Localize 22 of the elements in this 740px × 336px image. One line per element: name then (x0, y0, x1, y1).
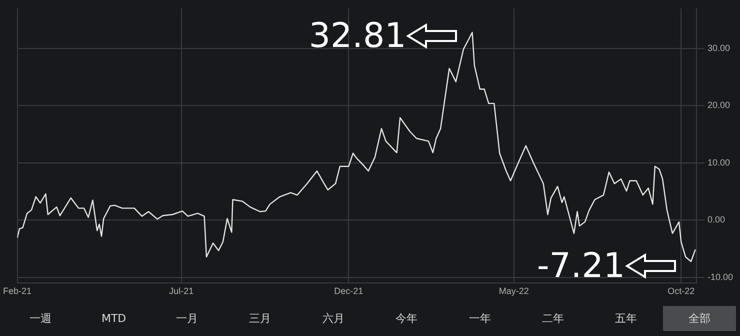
x-tick-label: Oct-22 (668, 286, 695, 296)
y-tick-label: 0.00 (707, 214, 726, 225)
text: 一週 (28, 310, 53, 326)
text: 今年 (394, 310, 419, 326)
x-tick-label: May-22 (498, 286, 529, 296)
text: 一年 (468, 310, 492, 326)
annotation: -7.21 (537, 244, 626, 286)
text: 六月 (321, 310, 346, 326)
text: 三月 (248, 310, 272, 326)
y-tick-label: 20.00 (707, 100, 730, 110)
text: 二年 (541, 310, 566, 326)
x-tick-label: Feb-21 (2, 286, 32, 296)
y-tick-label: 10.00 (707, 157, 730, 168)
y-tick-label: 30.00 (707, 42, 730, 53)
text: MTD (100, 310, 128, 326)
annotation: 32.81 (308, 15, 406, 58)
x-tick-label: Jul-21 (169, 286, 194, 296)
text: 五年 (614, 310, 638, 326)
text: 一月 (175, 310, 199, 326)
text: 全部 (662, 306, 736, 330)
y-tick-label: -10.00 (707, 272, 734, 282)
x-tick-label: Dec-21 (334, 286, 364, 296)
